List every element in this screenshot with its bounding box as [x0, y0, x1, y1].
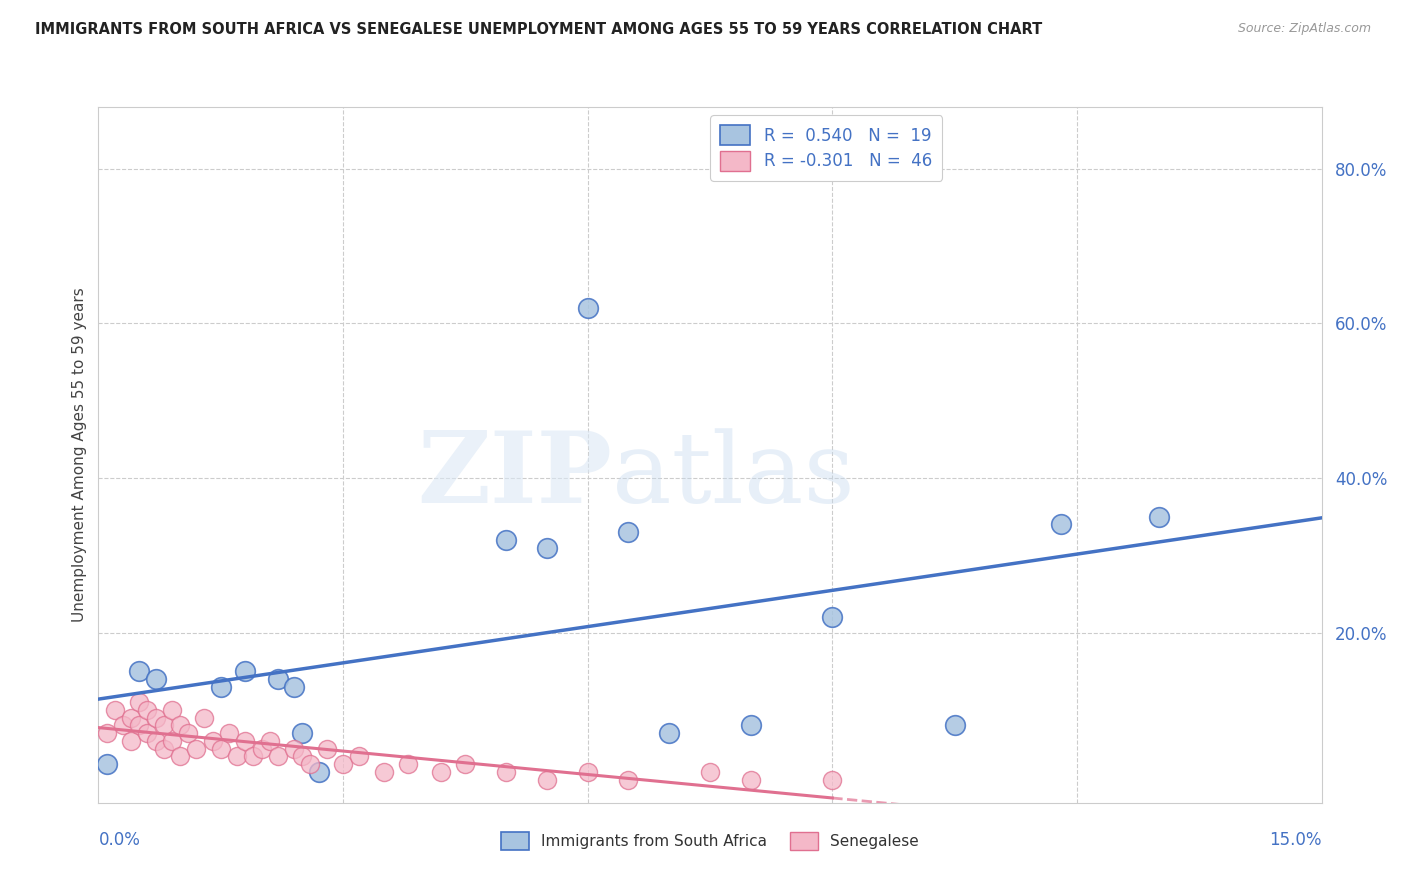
- Point: [233, 665, 256, 679]
- Point: [160, 734, 183, 748]
- Point: [576, 301, 599, 315]
- Text: atlas: atlas: [612, 428, 855, 524]
- Point: [111, 718, 134, 732]
- Point: [332, 757, 354, 772]
- Point: [1049, 517, 1071, 532]
- Point: [315, 741, 337, 756]
- Point: [454, 757, 477, 772]
- Point: [740, 772, 762, 787]
- Point: [136, 703, 159, 717]
- Point: [120, 711, 142, 725]
- Point: [1147, 509, 1170, 524]
- Point: [495, 764, 517, 779]
- Point: [218, 726, 240, 740]
- Point: [740, 718, 762, 732]
- Point: [145, 711, 167, 725]
- Y-axis label: Unemployment Among Ages 55 to 59 years: Unemployment Among Ages 55 to 59 years: [72, 287, 87, 623]
- Point: [128, 718, 150, 732]
- Point: [267, 672, 290, 686]
- Point: [308, 764, 330, 779]
- Point: [617, 525, 640, 540]
- Point: [233, 734, 256, 748]
- Point: [128, 695, 150, 709]
- Point: [821, 772, 844, 787]
- Point: [104, 703, 127, 717]
- Point: [283, 741, 305, 756]
- Point: [576, 764, 599, 779]
- Point: [96, 757, 118, 772]
- Text: IMMIGRANTS FROM SOUTH AFRICA VS SENEGALESE UNEMPLOYMENT AMONG AGES 55 TO 59 YEAR: IMMIGRANTS FROM SOUTH AFRICA VS SENEGALE…: [35, 22, 1042, 37]
- Point: [250, 741, 273, 756]
- Point: [373, 764, 395, 779]
- Point: [145, 672, 167, 686]
- Point: [120, 734, 142, 748]
- Point: [430, 764, 453, 779]
- Point: [349, 749, 371, 764]
- Point: [699, 764, 721, 779]
- Point: [283, 680, 305, 694]
- Point: [209, 741, 232, 756]
- Point: [128, 665, 150, 679]
- Point: [291, 726, 314, 740]
- Point: [145, 734, 167, 748]
- Point: [259, 734, 281, 748]
- Point: [193, 711, 215, 725]
- Point: [536, 541, 558, 555]
- Point: [152, 718, 174, 732]
- Point: [617, 772, 640, 787]
- Text: ZIP: ZIP: [418, 427, 612, 524]
- Point: [201, 734, 224, 748]
- Point: [152, 741, 174, 756]
- Point: [658, 726, 681, 740]
- Text: 0.0%: 0.0%: [98, 830, 141, 848]
- Point: [821, 610, 844, 624]
- Point: [209, 680, 232, 694]
- Point: [943, 718, 966, 732]
- Point: [186, 741, 208, 756]
- Point: [169, 718, 191, 732]
- Text: Source: ZipAtlas.com: Source: ZipAtlas.com: [1237, 22, 1371, 36]
- Legend: Immigrants from South Africa, Senegalese: Immigrants from South Africa, Senegalese: [494, 825, 927, 858]
- Point: [299, 757, 322, 772]
- Point: [169, 749, 191, 764]
- Point: [291, 749, 314, 764]
- Point: [160, 703, 183, 717]
- Point: [226, 749, 249, 764]
- Point: [177, 726, 200, 740]
- Point: [396, 757, 419, 772]
- Point: [267, 749, 290, 764]
- Point: [495, 533, 517, 547]
- Text: 15.0%: 15.0%: [1270, 830, 1322, 848]
- Point: [536, 772, 558, 787]
- Point: [242, 749, 264, 764]
- Point: [96, 726, 118, 740]
- Point: [136, 726, 159, 740]
